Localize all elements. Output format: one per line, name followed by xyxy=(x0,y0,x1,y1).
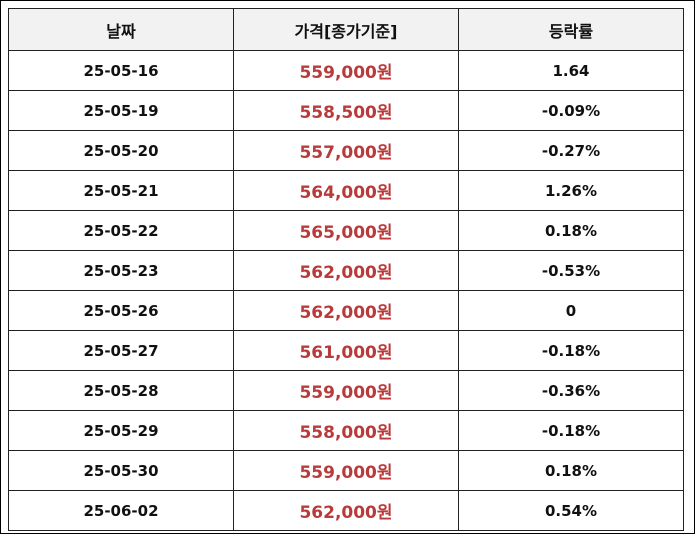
change-cell: 0.54% xyxy=(458,490,684,531)
price-cell: 558,000원 xyxy=(233,410,459,451)
table-header: 날짜 가격[종가기준] 등락률 xyxy=(8,8,684,51)
table-row: 25-05-19 558,500원 -0.09% xyxy=(8,90,684,131)
price-cell: 565,000원 xyxy=(233,210,459,251)
date-cell: 25-05-27 xyxy=(8,330,234,371)
price-cell: 562,000원 xyxy=(233,250,459,291)
change-cell: -0.18% xyxy=(458,410,684,451)
date-cell: 25-05-29 xyxy=(8,410,234,451)
price-table: 날짜 가격[종가기준] 등락률 25-05-16 559,000원 1.64 2… xyxy=(8,8,684,531)
table-row: 25-05-16 559,000원 1.64 xyxy=(8,50,684,91)
change-cell: 0.18% xyxy=(458,210,684,251)
change-cell: 0.18% xyxy=(458,450,684,491)
table-row: 25-05-22 565,000원 0.18% xyxy=(8,210,684,251)
change-cell: -0.18% xyxy=(458,330,684,371)
change-cell: 1.26% xyxy=(458,170,684,211)
date-cell: 25-06-02 xyxy=(8,490,234,531)
date-cell: 25-05-16 xyxy=(8,50,234,91)
table-row: 25-05-21 564,000원 1.26% xyxy=(8,170,684,211)
change-cell: 1.64 xyxy=(458,50,684,91)
date-cell: 25-05-20 xyxy=(8,130,234,171)
date-cell: 25-05-21 xyxy=(8,170,234,211)
price-cell: 557,000원 xyxy=(233,130,459,171)
price-cell: 558,500원 xyxy=(233,90,459,131)
change-cell: 0 xyxy=(458,290,684,331)
table-row: 25-05-20 557,000원 -0.27% xyxy=(8,130,684,171)
price-cell: 564,000원 xyxy=(233,170,459,211)
header-change: 등락률 xyxy=(458,8,684,51)
date-cell: 25-05-22 xyxy=(8,210,234,251)
date-cell: 25-05-23 xyxy=(8,250,234,291)
change-cell: -0.09% xyxy=(458,90,684,131)
price-cell: 561,000원 xyxy=(233,330,459,371)
table-row: 25-05-30 559,000원 0.18% xyxy=(8,450,684,491)
table-row: 25-05-28 559,000원 -0.36% xyxy=(8,370,684,411)
table-body: 25-05-16 559,000원 1.64 25-05-19 558,500원… xyxy=(8,50,684,531)
price-cell: 559,000원 xyxy=(233,370,459,411)
table-row: 25-05-29 558,000원 -0.18% xyxy=(8,410,684,451)
table-row: 25-06-02 562,000원 0.54% xyxy=(8,490,684,531)
header-price: 가격[종가기준] xyxy=(233,8,459,51)
table-row: 25-05-27 561,000원 -0.18% xyxy=(8,330,684,371)
price-cell: 559,000원 xyxy=(233,450,459,491)
price-cell: 559,000원 xyxy=(233,50,459,91)
change-cell: -0.53% xyxy=(458,250,684,291)
header-date: 날짜 xyxy=(8,8,234,51)
table-row: 25-05-26 562,000원 0 xyxy=(8,290,684,331)
date-cell: 25-05-28 xyxy=(8,370,234,411)
change-cell: -0.27% xyxy=(458,130,684,171)
table-row: 25-05-23 562,000원 -0.53% xyxy=(8,250,684,291)
header-row: 날짜 가격[종가기준] 등락률 xyxy=(8,8,684,51)
price-cell: 562,000원 xyxy=(233,490,459,531)
date-cell: 25-05-26 xyxy=(8,290,234,331)
date-cell: 25-05-30 xyxy=(8,450,234,491)
change-cell: -0.36% xyxy=(458,370,684,411)
price-cell: 562,000원 xyxy=(233,290,459,331)
date-cell: 25-05-19 xyxy=(8,90,234,131)
